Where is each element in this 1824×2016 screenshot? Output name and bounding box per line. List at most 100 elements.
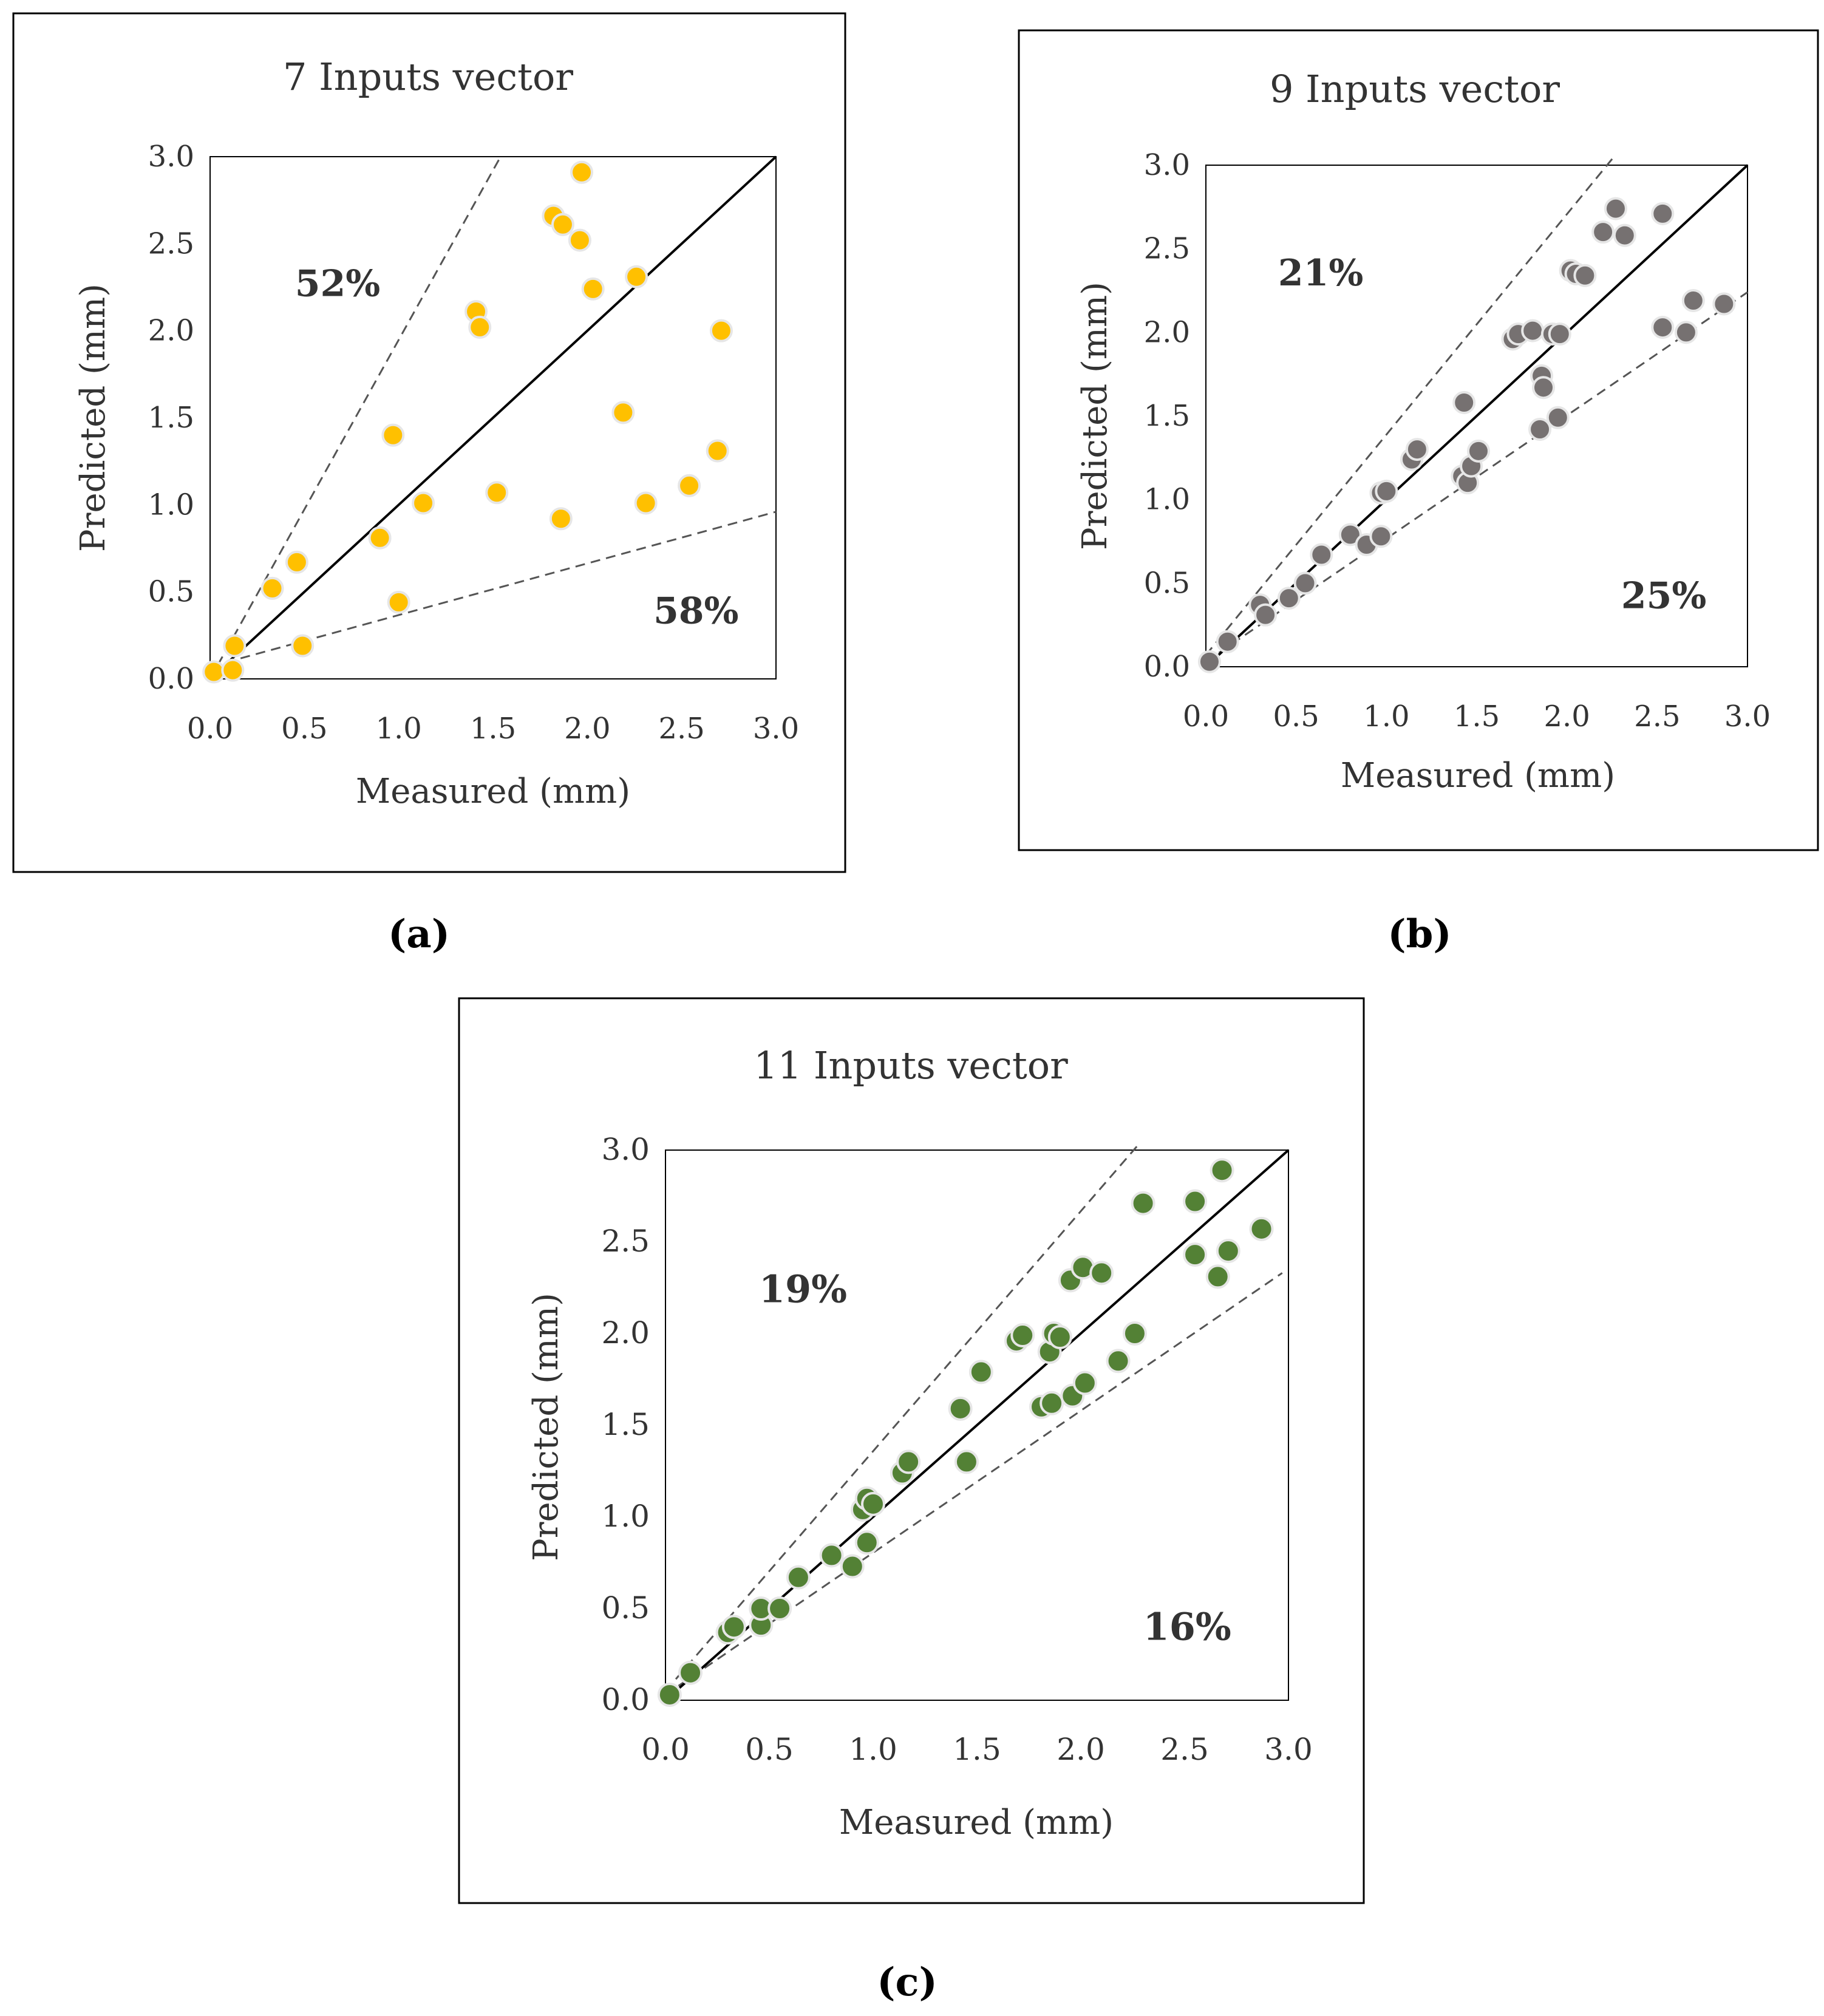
panel-a-plot-area <box>209 156 777 679</box>
panel-c: 11 Inputs vector 0.0 0.0 0.5 0.5 1.0 1.0 1.5 1.… <box>458 997 1365 1904</box>
data-point <box>1010 1323 1035 1348</box>
y-tick-label: 2.0 <box>1144 315 1190 349</box>
data-point <box>625 265 648 288</box>
data-point <box>1405 438 1429 461</box>
x-tick-label: 3.0 <box>753 712 799 746</box>
data-point <box>551 213 574 236</box>
data-point <box>786 1565 811 1590</box>
data-point <box>1573 264 1597 287</box>
data-point <box>1183 1242 1208 1267</box>
y-tick-label: 1.5 <box>1144 399 1190 433</box>
data-point <box>1528 418 1552 441</box>
x-tick-label: 1.5 <box>1454 700 1500 734</box>
data-point <box>412 491 435 515</box>
data-point <box>721 1615 746 1640</box>
y-tick-label: 1.0 <box>601 1499 650 1534</box>
x-tick-label: 1.5 <box>953 1732 1001 1767</box>
data-point <box>1122 1321 1147 1346</box>
x-tick-label: 2.5 <box>658 712 704 746</box>
y-tick-label: 0.5 <box>601 1590 650 1626</box>
data-point <box>1591 220 1615 244</box>
data-point <box>706 439 729 463</box>
data-point <box>678 1660 703 1685</box>
y-tick-label: 3.0 <box>1144 148 1190 182</box>
panel-c-plot-area <box>665 1149 1289 1701</box>
x-tick-label: 1.0 <box>849 1732 897 1767</box>
panel-c-label: (c) <box>877 1960 938 2005</box>
panel-a-title: 7 Inputs vector <box>283 55 573 99</box>
data-point <box>1216 630 1239 653</box>
panel-b-xlabel: Measured (mm) <box>1341 756 1615 795</box>
percentage-annotation: 58% <box>653 590 739 632</box>
percentage-annotation: 25% <box>1621 575 1707 618</box>
panel-b-label: (b) <box>1387 911 1451 957</box>
data-point <box>468 315 492 339</box>
data-point <box>1197 650 1221 673</box>
panel-b-plot-area <box>1205 165 1748 667</box>
y-tick-label: 2.0 <box>148 314 194 348</box>
data-point <box>570 160 594 184</box>
data-point <box>1047 1325 1072 1350</box>
upper-envelope-line <box>664 1145 1138 1692</box>
percentage-annotation: 19% <box>759 1267 847 1312</box>
lower-envelope-line <box>1205 291 1748 662</box>
data-point <box>223 634 247 658</box>
data-point <box>709 319 733 342</box>
data-point <box>1040 1391 1064 1415</box>
y-tick-label: 2.5 <box>148 226 194 261</box>
x-tick-label: 0.5 <box>281 712 327 746</box>
data-point <box>611 401 635 424</box>
data-point <box>634 491 658 515</box>
x-tick-label: 0.0 <box>187 712 233 746</box>
data-point <box>1681 289 1705 313</box>
x-tick-label: 1.5 <box>470 712 516 746</box>
panel-b: 9 Inputs vector 0.0 0.0 0.5 0.5 1.0 1.0 1.5 1.5… <box>1018 29 1819 851</box>
data-point <box>1183 1189 1208 1214</box>
x-tick-label: 1.0 <box>1363 700 1409 734</box>
data-point <box>1712 292 1736 316</box>
y-tick-label: 2.0 <box>601 1315 650 1350</box>
data-point <box>1338 523 1362 547</box>
data-point <box>1375 479 1398 503</box>
data-point <box>1651 202 1675 225</box>
panel-b-ylabel: Predicted (mm) <box>1075 282 1115 550</box>
data-point <box>896 1449 921 1474</box>
x-tick-label: 0.0 <box>641 1732 690 1767</box>
x-tick-label: 2.5 <box>1160 1732 1209 1767</box>
data-point <box>221 658 245 682</box>
y-tick-label: 0.0 <box>148 662 194 696</box>
data-point <box>767 1596 792 1621</box>
panel-a: 7 Inputs vector 0.0 0.0 0.5 0.5 1.0 1.0 1.5 1.5… <box>12 12 846 873</box>
data-point <box>1089 1261 1114 1286</box>
panel-a-border <box>12 12 846 873</box>
x-tick-label: 3.0 <box>1724 700 1771 734</box>
data-point <box>1369 525 1393 548</box>
data-point <box>1249 1216 1274 1241</box>
data-point <box>202 660 226 684</box>
upper-envelope-line <box>1205 156 1615 656</box>
panel-c-plot: 0.0 0.0 0.5 0.5 1.0 1.0 1.5 1.5 2.0 2.0 2.5 2.5 3.0 3… <box>601 1132 1312 1767</box>
data-point <box>1254 603 1278 627</box>
data-point <box>1205 1264 1230 1289</box>
data-point <box>840 1554 865 1579</box>
panel-a-label: (a) <box>388 911 450 957</box>
data-point <box>485 481 509 505</box>
x-tick-label: 1.0 <box>375 712 421 746</box>
data-point <box>1613 223 1636 247</box>
data-point <box>1604 197 1627 220</box>
y-tick-label: 1.5 <box>148 401 194 435</box>
y-tick-label: 0.5 <box>148 575 194 609</box>
data-point <box>1546 406 1570 429</box>
percentage-annotation: 21% <box>1278 252 1364 295</box>
data-point <box>291 634 315 658</box>
panel-b-border <box>1018 29 1819 851</box>
lower-envelope-line <box>665 1272 1283 1696</box>
data-point <box>387 590 410 614</box>
data-point <box>568 228 591 252</box>
data-point <box>285 550 308 574</box>
one-to-one-line <box>209 155 777 680</box>
data-point <box>861 1491 885 1516</box>
data-point <box>1072 1371 1097 1395</box>
data-point <box>968 1360 993 1384</box>
